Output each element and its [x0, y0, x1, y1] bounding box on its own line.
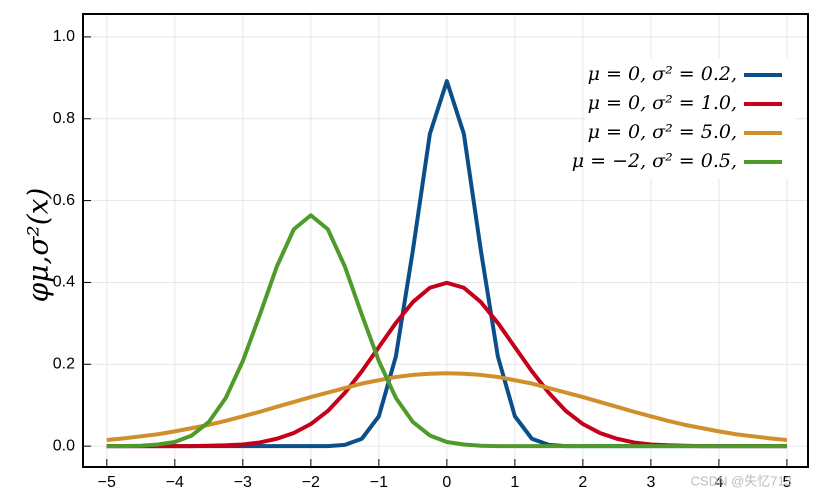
- x-tick-label: 1: [510, 474, 519, 491]
- x-tick-label: 3: [646, 474, 655, 491]
- x-tick-label: 5: [782, 474, 791, 491]
- plot-frame: [82, 13, 809, 468]
- series-line: [106, 213, 787, 449]
- legend-label: μ = 0, σ² = 0.2,: [588, 63, 737, 85]
- x-tick-label: 4: [714, 474, 723, 491]
- y-tick-label: 0.2: [53, 356, 75, 373]
- x-tick-label: −2: [302, 474, 320, 491]
- legend-label: μ = 0, σ² = 5.0,: [588, 121, 737, 143]
- y-tick-label: 0.6: [53, 192, 75, 209]
- y-tick-label: 1.0: [53, 28, 75, 45]
- series-line: [106, 371, 788, 442]
- y-tick-label: 0.8: [53, 110, 75, 127]
- watermark: CSDN @失忆713: [691, 473, 792, 488]
- x-tick-label: 0: [442, 474, 451, 491]
- x-tick-label: −4: [166, 474, 184, 491]
- legend-label: μ = −2, σ² = 0.5,: [572, 150, 737, 172]
- legend: μ = 0, σ² = 0.2, μ = 0, σ² = 1.0, μ = 0, σ…: [572, 58, 795, 178]
- legend-label: μ = 0, σ² = 1.0,: [588, 92, 737, 114]
- x-tick-label: −1: [370, 474, 388, 491]
- y-axis-label: φμ,σ²(x): [22, 188, 55, 303]
- y-tick-label: 0.4: [53, 274, 75, 291]
- x-tick-label: −5: [98, 474, 116, 491]
- legend-box: [585, 58, 795, 178]
- x-tick-label: −3: [234, 474, 252, 491]
- y-tick-label: 0.0: [53, 437, 75, 454]
- x-tick-label: 2: [578, 474, 587, 491]
